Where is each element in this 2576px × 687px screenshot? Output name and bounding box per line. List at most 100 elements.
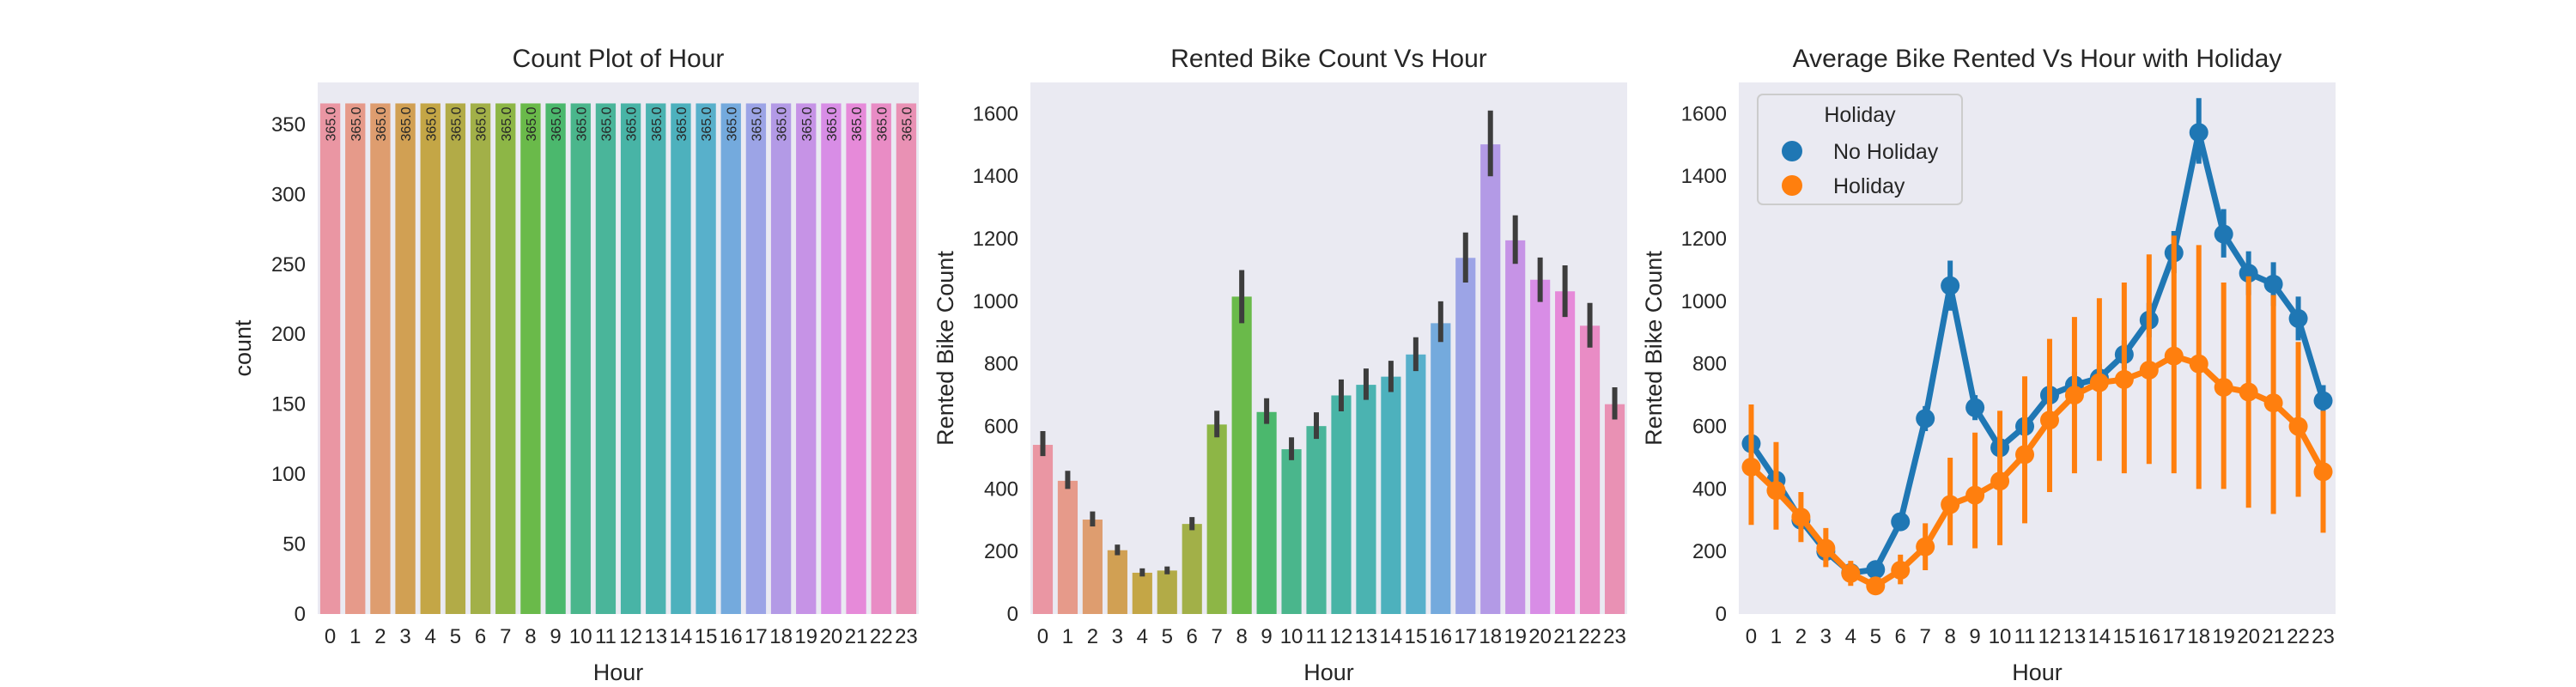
bar-value-label: 365.0 [374,106,389,141]
bar [1604,404,1625,614]
bar [520,103,541,615]
x-tick-label: 23 [1603,625,1626,648]
x-tick-label: 12 [2038,625,2062,648]
x-tick-label: 22 [2287,625,2310,648]
x-tick-label: 6 [1895,625,1906,648]
data-point [1941,276,1960,295]
x-tick-label: 0 [1037,625,1048,648]
legend-marker [1782,175,1802,196]
data-point [2263,274,2283,294]
data-point [1965,398,1985,417]
bar-value-label: 365.0 [599,106,614,141]
x-tick-label: 12 [1330,625,1353,648]
x-tick-label: 16 [1429,625,1452,648]
bar-value-label: 365.0 [525,106,539,141]
x-tick-label: 5 [1870,625,1881,648]
data-point [2288,416,2308,436]
legend: Holiday No Holiday Holiday [1757,94,1963,205]
x-tick-label: 16 [720,625,743,648]
x-tick-label: 10 [569,625,592,648]
x-tick-label: 4 [1137,625,1148,648]
data-point [1891,561,1911,581]
data-point [1866,576,1886,596]
bar [1480,144,1501,615]
bar [495,103,516,615]
x-tick-label: 3 [1112,625,1123,648]
data-point [1766,481,1786,501]
bar [570,103,591,615]
bar [846,103,866,615]
data-point [2015,445,2035,465]
y-tick-label: 50 [283,533,306,556]
x-tick-label: 11 [1306,625,1327,648]
bar-value-label: 365.0 [475,106,489,141]
x-tick-label: 7 [1920,625,1931,648]
x-tick-label: 21 [2262,625,2285,648]
x-tick-label: 8 [1236,625,1247,648]
bar [770,103,792,615]
data-point [2039,410,2059,430]
x-tick-label: 12 [619,625,642,648]
bar [319,103,341,615]
bar [1032,445,1054,614]
bar-value-label: 365.0 [500,106,514,141]
y-axis-label: Rented Bike Count [1641,251,1667,446]
bar-value-label: 365.0 [424,106,439,141]
bar-value-label: 365.0 [700,106,714,141]
bar [345,103,366,615]
data-point [2139,360,2159,380]
x-tick-label: 17 [744,625,768,648]
x-tick-label: 3 [399,625,410,648]
bar-value-label: 365.0 [625,106,640,141]
y-tick-label: 1400 [1681,165,1727,188]
bar-value-label: 365.0 [725,106,739,141]
x-axis-label: Hour [593,660,644,685]
x-tick-label: 15 [1405,625,1428,648]
data-point [1941,495,1960,514]
y-tick-label: 200 [984,540,1018,563]
bar [1157,570,1177,614]
bar-value-label: 365.0 [325,106,339,141]
bar-value-label: 365.0 [800,106,815,141]
x-tick-label: 1 [349,625,361,648]
x-axis-label: Hour [1303,660,1354,685]
y-tick-label: 1600 [973,102,1018,125]
bar-value-label: 365.0 [650,106,665,141]
data-point [2214,224,2233,244]
x-tick-label: 9 [1969,625,1980,648]
x-tick-label: 21 [1553,625,1577,648]
bar-value-label: 365.0 [825,106,840,141]
bar [1306,426,1327,614]
bar [1431,323,1451,614]
y-tick-label: 100 [271,463,306,486]
data-point [1965,485,1985,505]
y-axis-label: count [230,319,256,377]
y-tick-label: 400 [1692,477,1727,501]
x-tick-label: 14 [670,625,693,648]
chart-panel-1: Count Plot of Hour 0 50 100 150 200 250 300 350 0… [230,45,919,685]
x-tick-label: 20 [820,625,843,648]
bar-value-label: 365.0 [850,106,865,141]
bar [1231,296,1252,614]
bar [470,103,491,615]
x-tick-label: 6 [475,625,486,648]
x-tick-label: 10 [1280,625,1303,648]
bar [1082,520,1103,614]
bar-value-label: 365.0 [675,106,690,141]
bar [395,103,416,615]
y-tick-label: 350 [271,113,306,137]
x-tick-label: 20 [2237,625,2260,648]
data-point [2189,354,2208,374]
x-tick-label: 7 [500,625,511,648]
data-point [1816,538,1836,558]
bar [1455,258,1476,614]
bar [1206,424,1227,614]
bar [1107,550,1127,614]
bar [1256,411,1277,614]
chart-title: Count Plot of Hour [513,45,725,73]
legend-box [1757,94,1963,205]
x-tick-label: 9 [1261,625,1272,648]
data-point [1841,563,1861,583]
bar [696,103,716,615]
